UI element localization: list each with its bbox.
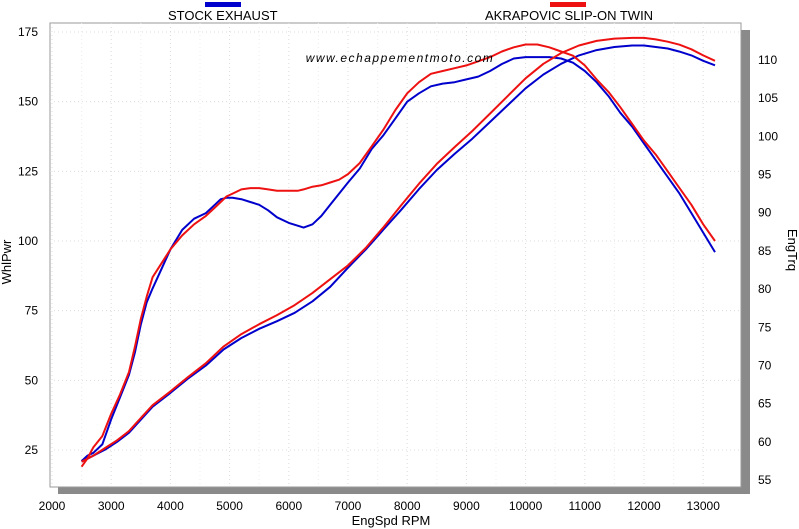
y-right-tick-label: 70: [758, 358, 772, 372]
y-right-tick-label: 65: [758, 397, 772, 411]
y-right-tick-label: 95: [758, 168, 772, 182]
legend-label-stock: STOCK EXHAUST: [168, 8, 278, 23]
y-right-tick-label: 90: [758, 206, 772, 220]
x-tick-label: 7000: [335, 499, 362, 513]
x-tick-label: 13000: [687, 499, 721, 513]
x-tick-label: 6000: [275, 499, 302, 513]
x-tick-label: 10000: [509, 499, 543, 513]
x-tick-label: 2000: [39, 499, 66, 513]
plot-shadow-right: [741, 30, 750, 492]
y-right-tick-label: 80: [758, 282, 772, 296]
legend-label-akrapovic: AKRAPOVIC SLIP-ON TWIN: [485, 8, 653, 23]
y-axis-label-left: WhlPwr: [0, 239, 14, 284]
x-tick-label: 3000: [98, 499, 125, 513]
y-left-tick-label: 75: [25, 304, 39, 318]
y-left-tick-label: 50: [25, 373, 39, 387]
tick-labels: 2000 3000 4000 5000 6000 7000 8000 9000 10000 110…: [18, 25, 778, 513]
grid-lines: [50, 23, 741, 487]
y-left-tick-label: 100: [18, 234, 38, 248]
y-left-tick-label: 125: [18, 164, 38, 178]
y-left-tick-label: 150: [18, 95, 38, 109]
plot-shadow: [58, 487, 750, 494]
y-right-tick-label: 75: [758, 320, 772, 334]
x-axis-label: EngSpd RPM: [352, 513, 431, 528]
power-line-akrapovic: [80, 43, 716, 468]
x-tick-label: 11000: [569, 499, 602, 513]
plot-area: [49, 22, 742, 488]
legend-swatch-stock: [205, 2, 241, 7]
x-tick-label: 8000: [394, 499, 421, 513]
y-right-tick-label: 60: [758, 435, 772, 449]
torque-line-stock: [81, 44, 716, 463]
power-line-stock: [80, 56, 716, 462]
x-tick-label: 9000: [453, 499, 480, 513]
legend-swatch-akrapovic: [550, 2, 586, 7]
x-tick-label: 5000: [216, 499, 243, 513]
y-right-tick-label: 100: [758, 129, 778, 143]
y-left-tick-label: 25: [25, 443, 39, 457]
y-axis-label-right: EngTrq: [785, 229, 799, 271]
y-right-tick-label: 110: [758, 53, 777, 67]
x-tick-label: 12000: [627, 499, 661, 513]
watermark: www.echappementmoto.com: [306, 51, 495, 65]
y-right-tick-label: 105: [758, 91, 778, 105]
y-right-tick-label: 55: [758, 473, 772, 487]
series-lines: [80, 36, 716, 468]
y-right-tick-label: 85: [758, 244, 772, 258]
torque-line-akrapovic: [81, 36, 716, 463]
y-left-tick-label: 175: [18, 25, 38, 39]
x-tick-label: 4000: [157, 499, 184, 513]
